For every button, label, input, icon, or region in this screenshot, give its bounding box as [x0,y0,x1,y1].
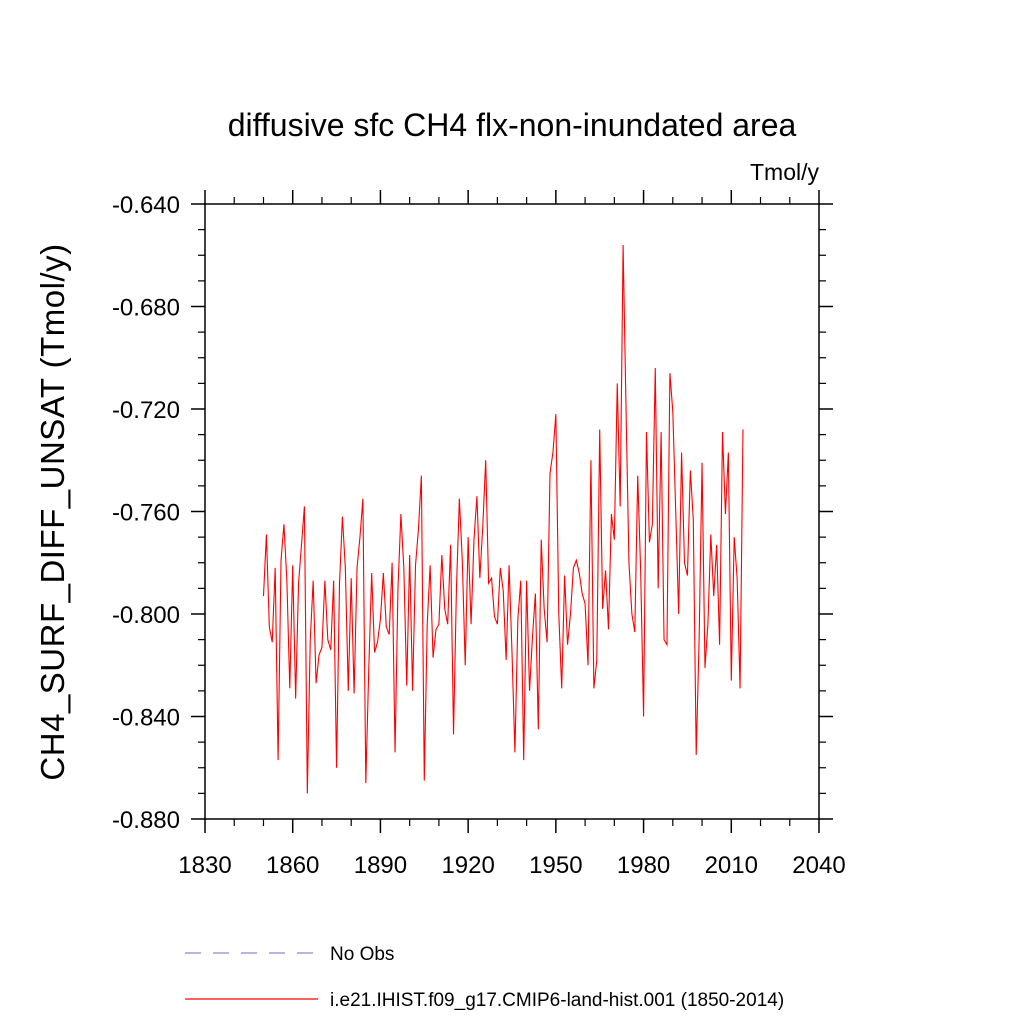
series-layer [262,244,744,794]
y-tick-label: -0.800 [112,602,180,629]
x-tick-label: 2010 [705,852,758,879]
y-tick-label: -0.880 [112,807,180,834]
y-tick-label: -0.640 [112,192,180,219]
x-tick-label: 1980 [617,852,670,879]
axis-ticks [191,190,833,833]
x-tick-label: 1920 [441,852,494,879]
y-tick-label: -0.680 [112,295,180,322]
y-tick-label: -0.840 [112,705,180,732]
tick-labels: 1830 1860 1890 1920 1950 1980 2010 2040 -0.640 -0… [112,192,846,879]
y-tick-label: -0.760 [112,500,180,527]
legend: No Obs i.e21.IHIST.f09_g17.CMIP6-land-his… [185,944,784,1011]
x-tick-label: 1890 [354,852,407,879]
x-tick-label: 1830 [178,852,231,879]
y-tick-label: -0.720 [112,397,180,424]
units-label: Tmol/y [750,159,820,185]
x-tick-label: 1860 [266,852,319,879]
plot-frame [204,203,820,820]
legend-label: i.e21.IHIST.f09_g17.CMIP6-land-hist.001 … [330,990,784,1011]
chart-title: diffusive sfc CH4 flx-non-inundated area [228,107,797,143]
series-line [262,244,744,794]
x-tick-label: 1950 [529,852,582,879]
y-axis-label: CH4_SURF_DIFF_UNSAT (Tmol/y) [34,243,71,780]
x-tick-label: 2040 [792,852,845,879]
legend-label: No Obs [330,944,394,965]
